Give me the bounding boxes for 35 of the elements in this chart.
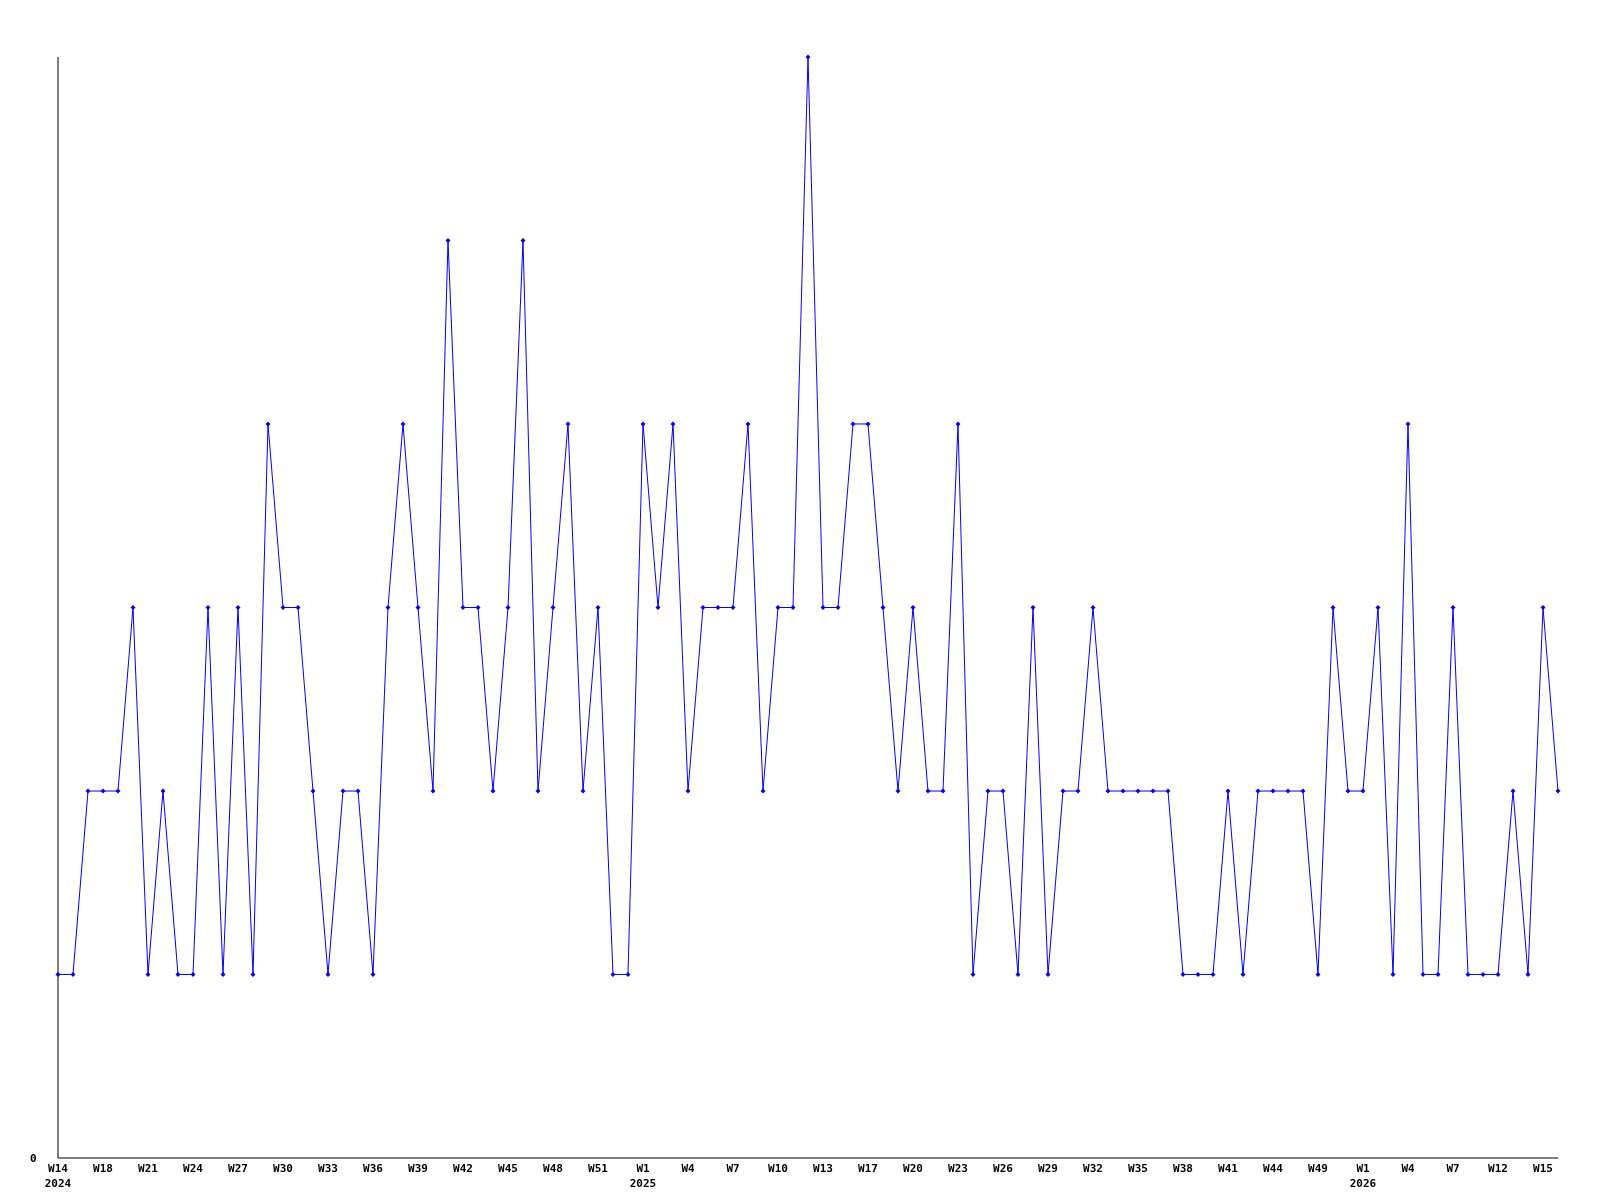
- x-tick-label: W7: [1446, 1162, 1460, 1175]
- x-tick-label: W1 2025: [629, 1162, 657, 1190]
- x-tick-label: W45: [498, 1162, 518, 1175]
- x-tick-label: W12: [1488, 1162, 1508, 1175]
- x-tick-label: W10: [768, 1162, 788, 1175]
- x-tick-label: W15: [1533, 1162, 1553, 1175]
- x-tick-label: W36: [363, 1162, 384, 1175]
- x-tick-label: W4: [681, 1162, 695, 1175]
- x-tick-label: W29: [1038, 1162, 1058, 1175]
- x-tick-label: W1 2026: [1349, 1162, 1377, 1190]
- x-tick-label: W39: [408, 1162, 428, 1175]
- x-tick-label: W14 2024: [44, 1162, 72, 1190]
- x-tick-label: W32: [1083, 1162, 1103, 1175]
- x-tick-label: W26: [993, 1162, 1014, 1175]
- x-tick-label: W7: [726, 1162, 740, 1175]
- x-tick-label: W41: [1218, 1162, 1239, 1175]
- x-tick-label: W44: [1263, 1162, 1284, 1175]
- x-tick-label: W17: [858, 1162, 878, 1175]
- x-tick-label: W51: [588, 1162, 609, 1175]
- x-tick-label: W48: [543, 1162, 563, 1175]
- x-tick-label: W30: [273, 1162, 293, 1175]
- x-tick-label: W20: [903, 1162, 923, 1175]
- x-tick-label: W27: [228, 1162, 248, 1175]
- x-tick-label: W18: [93, 1162, 113, 1175]
- text: 0: [30, 1152, 37, 1165]
- x-tick-label: W21: [138, 1162, 159, 1175]
- x-tick-label: W42: [453, 1162, 473, 1175]
- x-tick-label: W23: [948, 1162, 968, 1175]
- x-tick-label: W13: [813, 1162, 833, 1175]
- x-tick-label: W24: [183, 1162, 204, 1175]
- x-tick-label: W35: [1128, 1162, 1148, 1175]
- x-tick-label: W4: [1401, 1162, 1415, 1175]
- x-tick-label: W38: [1173, 1162, 1193, 1175]
- x-tick-label: W33: [318, 1162, 338, 1175]
- x-tick-label: W49: [1308, 1162, 1328, 1175]
